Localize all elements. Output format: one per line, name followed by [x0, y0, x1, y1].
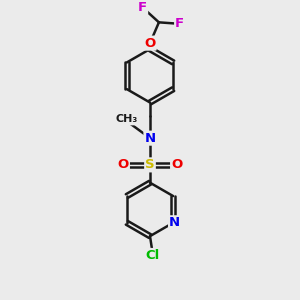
- Text: N: N: [169, 216, 180, 229]
- Text: F: F: [175, 17, 184, 30]
- Text: O: O: [118, 158, 129, 171]
- Text: S: S: [145, 158, 155, 171]
- Text: O: O: [171, 158, 182, 171]
- Text: F: F: [138, 1, 147, 14]
- Text: O: O: [144, 37, 156, 50]
- Text: Cl: Cl: [146, 249, 160, 262]
- Text: CH₃: CH₃: [115, 114, 137, 124]
- Text: N: N: [144, 132, 156, 145]
